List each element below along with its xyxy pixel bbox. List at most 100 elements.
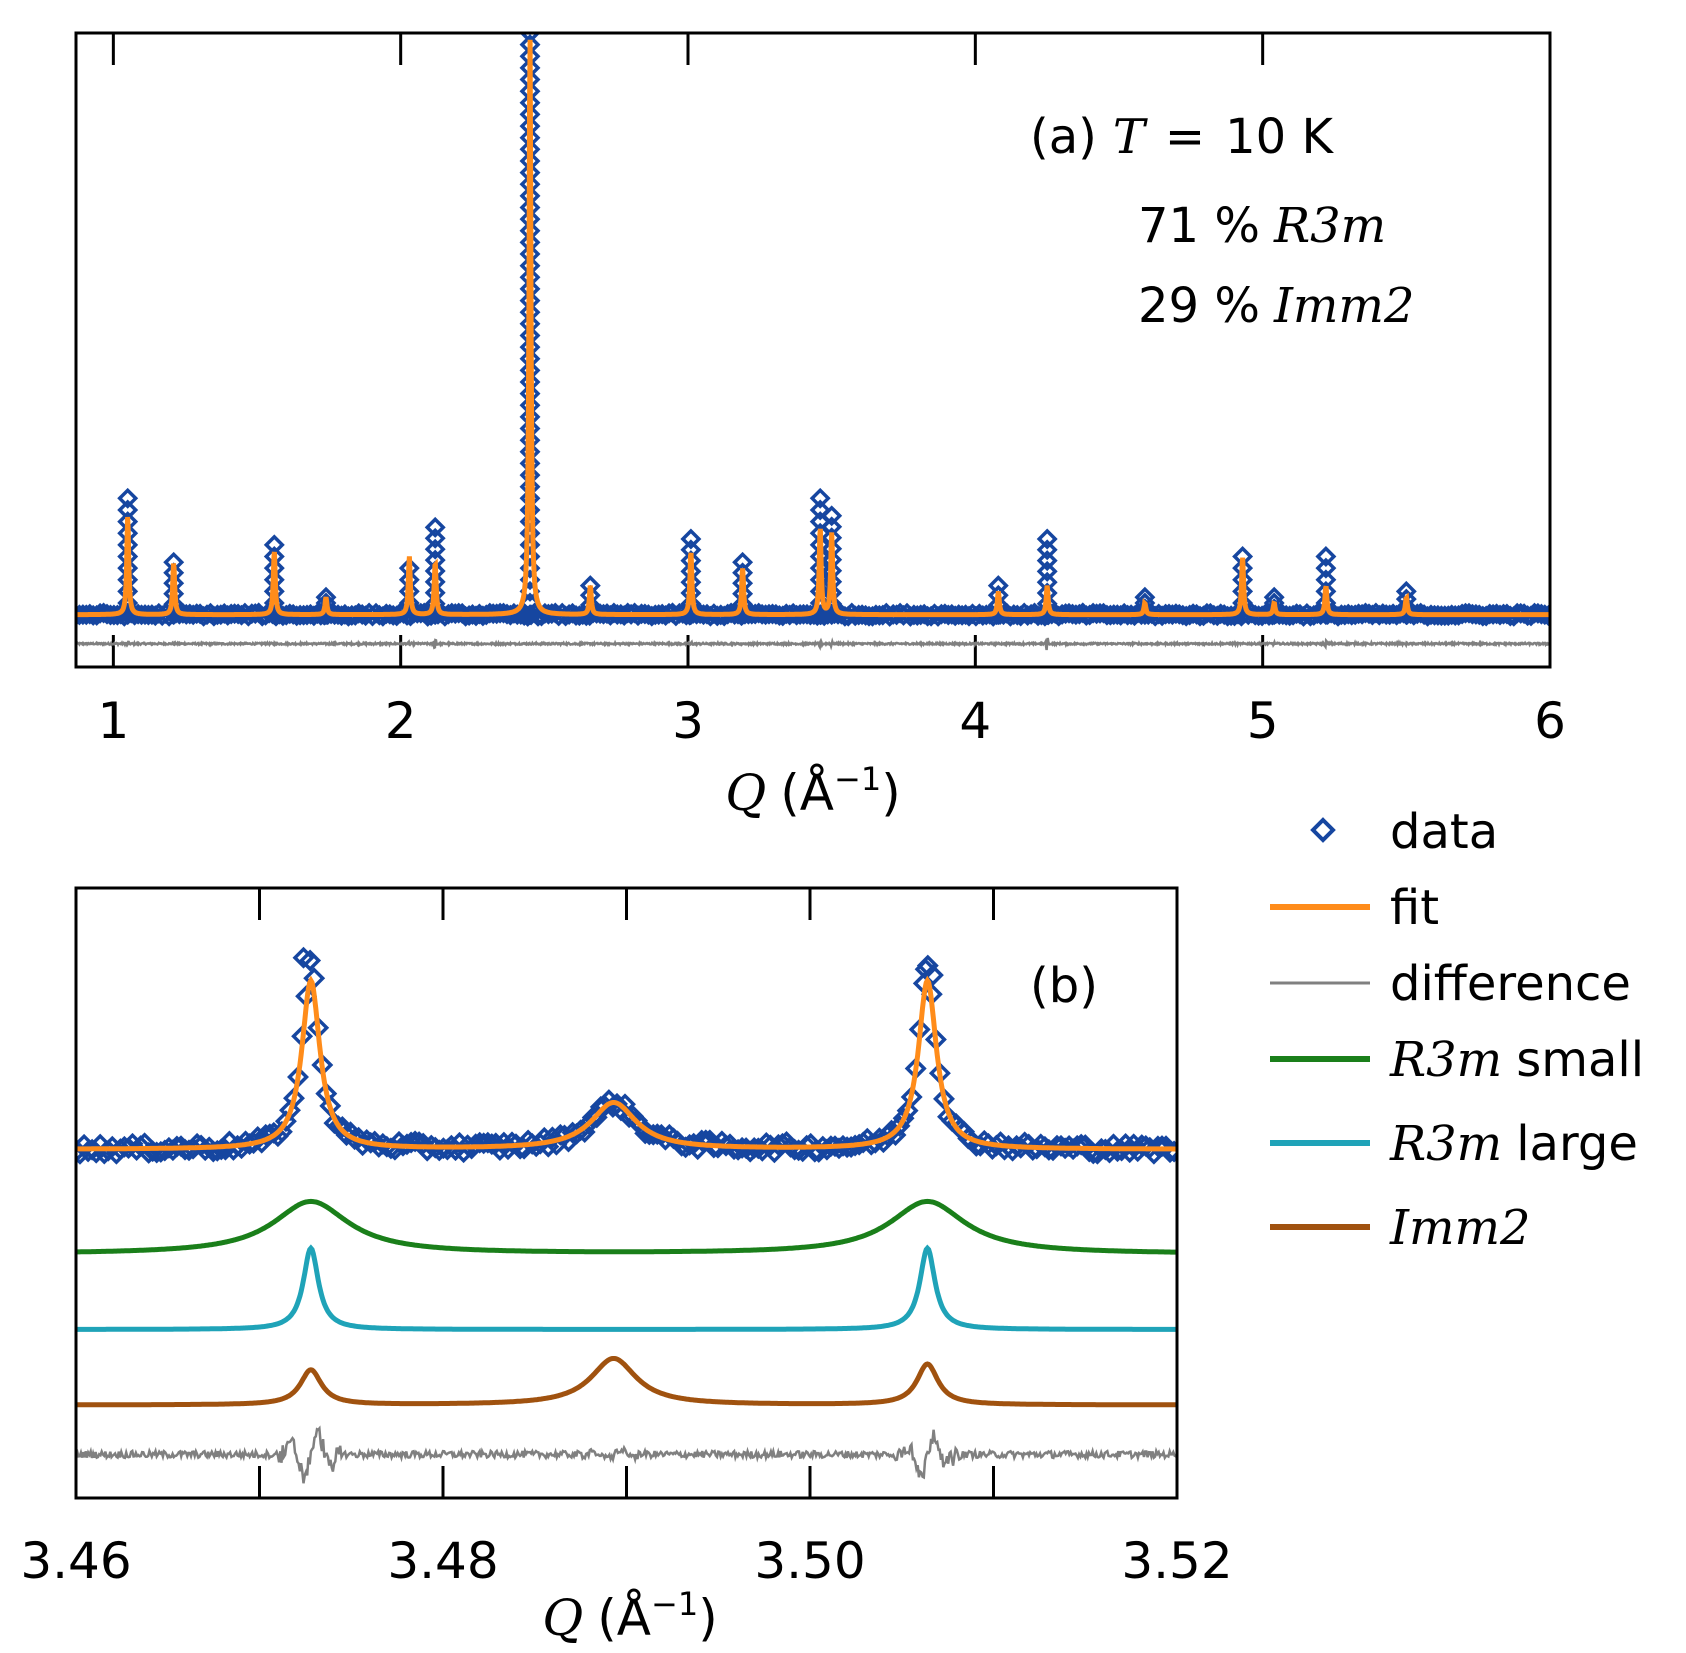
- panel-a-data-point: [117, 487, 139, 509]
- panel-b-data-point: [292, 946, 315, 969]
- legend-r3m-small-label: small: [1516, 1032, 1644, 1088]
- panel-a-data-point: [1036, 560, 1058, 582]
- panel-a-data-point: [117, 580, 139, 602]
- panel-a-data-point: [163, 593, 185, 615]
- panel-b-data-point: [113, 1135, 136, 1158]
- panel-b-x-tick-label: 3.46: [20, 1532, 131, 1590]
- panel-a-xlabel-symbol: Q: [725, 764, 766, 822]
- panel-a-data-point: [1036, 550, 1058, 572]
- panel-b-data-point: [299, 949, 322, 972]
- legend-fit-label: fit: [1390, 880, 1439, 936]
- panel-b-r3m-small-line: [76, 1198, 1177, 1255]
- panel-a-xlabel-close: ): [881, 764, 901, 822]
- panel-b-data-group: [76, 946, 1177, 1165]
- panel-b-xlabel-symbol: Q: [542, 1589, 583, 1647]
- panel-a-data-point: [1315, 557, 1337, 579]
- panel-b-data-point: [933, 1087, 955, 1110]
- panel-a-xlabel-unit: (Å: [780, 764, 834, 822]
- legend-imm2-italic: Imm2: [1389, 1200, 1531, 1256]
- panel-a-equals: =: [1165, 109, 1205, 165]
- panel-b-data-point: [1146, 1135, 1169, 1158]
- legend-r3m-large-italic: R3m: [1389, 1116, 1502, 1172]
- panel-b-xlabel-close: ): [698, 1589, 718, 1647]
- legend-imm2-text: Imm2: [1389, 1200, 1531, 1256]
- panel-a-difference-group: [76, 637, 1550, 651]
- panel-a-data-point: [519, 511, 541, 533]
- panel-a-data-point: [732, 593, 754, 615]
- legend-r3m-small-italic: R3m: [1389, 1032, 1502, 1088]
- panel-b-data-point: [896, 1099, 919, 1122]
- panel-a-x-tick-label: 4: [959, 692, 991, 750]
- panel-a-data-point: [1534, 604, 1550, 626]
- legend-item-fit: fit: [1270, 880, 1439, 936]
- panel-a-phase-line-1: 71 % R3m: [1138, 198, 1386, 254]
- panel-b-component-group: [76, 1198, 1177, 1484]
- panel-a-fit-line: [76, 39, 1550, 618]
- panel-a-difference-line: [76, 637, 1550, 651]
- panel-a-fit-group: [76, 39, 1550, 618]
- legend-data-label: data: [1390, 804, 1498, 860]
- panel-a-data-point: [519, 499, 541, 521]
- panel-a-x-tick-label: 5: [1247, 692, 1279, 750]
- legend-data-marker: [1310, 817, 1336, 843]
- panel-a-data-point: [987, 594, 1009, 616]
- panel-a-phase-1-name: R3m: [1273, 198, 1386, 254]
- panel-a-data-point: [263, 534, 285, 556]
- legend-item-r3m-large: R3m large: [1270, 1116, 1638, 1172]
- panel-a-data-point: [680, 593, 702, 615]
- panel-a-data-point: [1036, 528, 1058, 550]
- legend-difference-label: difference: [1390, 956, 1631, 1012]
- panel-a-x-tick-label: 6: [1534, 692, 1566, 750]
- panel-b-x-tick-label: 3.50: [754, 1532, 865, 1590]
- panel-a-title-annotation: (a) T = 10 K: [1030, 109, 1334, 165]
- panel-b-data-point: [484, 1132, 507, 1155]
- legend-r3m-large-text: R3m large: [1389, 1116, 1638, 1172]
- panel-a-frame: [74, 31, 1552, 669]
- panel-b-data-point: [266, 1125, 289, 1148]
- panel-a-x-tick-label: 2: [385, 692, 417, 750]
- panel-b-xlabel-exponent: −1: [651, 1585, 698, 1623]
- panel-b-data-point: [900, 1086, 923, 1108]
- panel-b-data-point: [767, 1133, 790, 1156]
- panel-b-x-tick-labels: 3.46 3.48 3.50 3.52: [20, 1532, 1232, 1590]
- panel-a-phase-2-name: Imm2: [1273, 278, 1415, 334]
- panel-a-data-point: [424, 593, 446, 615]
- panel-a-data-point: [821, 582, 843, 604]
- legend-item-r3m-small: R3m small: [1270, 1032, 1644, 1088]
- panel-b-fit-line: [76, 975, 1177, 1152]
- panel-a-xlabel-exponent: −1: [834, 760, 881, 798]
- panel-a-x-tick-label: 1: [97, 692, 129, 750]
- legend-item-data: data: [1310, 804, 1498, 860]
- panel-a-data-point: [1036, 539, 1058, 561]
- panel-a-phase-2-percent: 29 %: [1138, 278, 1260, 334]
- panel-b-data-point: [690, 1129, 713, 1152]
- panel-a-data-point: [809, 487, 831, 509]
- panel-a-phase-line-2: 29 % Imm2: [1138, 278, 1414, 334]
- panel-a-x-axis-title: Q (Å−1): [725, 760, 900, 822]
- panel-a-data-point: [1232, 592, 1254, 614]
- panel-a-phase-1-percent: 71 %: [1138, 198, 1260, 254]
- panel-a: 1 2 3 4 5 6 Q (Å−1) (a) T = 10 K 71 % R3m 29 % Imm2: [74, 31, 1566, 822]
- panel-a-data-point: [263, 592, 285, 614]
- legend: data fit difference R3m small R3m large Im…: [1270, 804, 1644, 1256]
- panel-b-frame: [74, 886, 1179, 1500]
- panel-b-label: (b): [1030, 958, 1098, 1014]
- panel-a-temperature-value: 10 K: [1225, 109, 1334, 165]
- panel-b-data-point: [921, 964, 944, 987]
- panel-b-imm2-line: [76, 1356, 1177, 1408]
- panel-a-data-point: [1315, 546, 1337, 567]
- panel-b-data-point: [476, 1131, 499, 1154]
- legend-r3m-small-text: R3m small: [1389, 1032, 1644, 1088]
- panel-b-xlabel-unit: (Å: [597, 1589, 651, 1647]
- panel-b-x-axis-title: Q (Å−1): [542, 1585, 717, 1647]
- panel-b: 3.46 3.48 3.50 3.52 (b) Q (Å−1): [20, 886, 1233, 1647]
- panel-b-fit-group: [76, 975, 1177, 1152]
- panel-a-label: (a): [1030, 109, 1097, 165]
- panel-a-data-point: [519, 522, 541, 544]
- panel-a-data-point: [821, 505, 843, 527]
- panel-a-data-point: [809, 499, 831, 521]
- panel-b-ticks: [74, 888, 1179, 1498]
- legend-r3m-large-label: large: [1516, 1116, 1638, 1172]
- panel-a-x-tick-label: 3: [672, 692, 704, 750]
